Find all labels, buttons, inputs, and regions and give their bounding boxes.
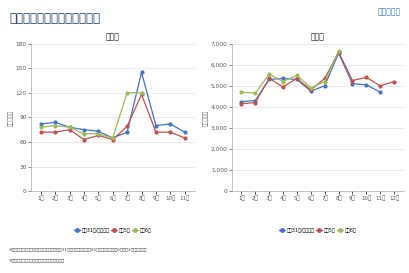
令和6年 xyxy=(53,124,58,127)
令和5年 xyxy=(53,130,58,134)
平成31年/令和元年 xyxy=(266,78,271,81)
平成31年/令和元年 xyxy=(96,130,101,133)
令和6年 xyxy=(139,91,144,94)
令和6年 xyxy=(96,132,101,135)
平成31年/令和元年 xyxy=(252,99,257,102)
令和5年 xyxy=(280,85,285,88)
令和5年 xyxy=(96,134,101,137)
令和6年 xyxy=(110,136,115,140)
平成31年/令和元年 xyxy=(238,100,243,103)
平成31年/令和元年 xyxy=(363,83,368,86)
平成31年/令和元年 xyxy=(38,122,43,126)
Line: 平成31年/令和元年: 平成31年/令和元年 xyxy=(39,71,186,139)
Title: 新潟県: 新潟県 xyxy=(106,32,119,41)
令和5年 xyxy=(124,125,129,128)
Legend: 平成31年/令和元年, 令和5年, 令和6年: 平成31年/令和元年, 令和5年, 令和6年 xyxy=(72,226,153,235)
令和5年 xyxy=(182,136,187,140)
令和5年 xyxy=(139,93,144,96)
令和6年 xyxy=(294,74,299,77)
令和5年 xyxy=(167,130,172,134)
令和5年 xyxy=(67,128,72,131)
令和6年 xyxy=(124,91,129,94)
令和6年 xyxy=(67,126,72,129)
Title: 全　国: 全 国 xyxy=(310,32,324,41)
令和5年 xyxy=(335,51,340,54)
令和5年 xyxy=(153,130,158,134)
平成31年/令和元年 xyxy=(294,78,299,81)
Line: 令和5年: 令和5年 xyxy=(39,93,186,141)
Y-axis label: （万人泊）: （万人泊） xyxy=(8,109,13,126)
Text: 国土交通省: 国土交通省 xyxy=(377,8,400,17)
平成31年/令和元年 xyxy=(167,122,172,126)
Text: ※端数処理により合計値が異なる場合がある。: ※端数処理により合計値が異なる場合がある。 xyxy=(9,258,65,262)
Line: 令和6年: 令和6年 xyxy=(239,50,339,94)
Line: 平成31年/令和元年: 平成31年/令和元年 xyxy=(239,52,381,103)
平成31年/令和元年 xyxy=(335,52,340,55)
令和6年 xyxy=(280,80,285,83)
平成31年/令和元年 xyxy=(349,82,354,85)
令和5年 xyxy=(377,84,382,87)
令和5年 xyxy=(252,101,257,104)
Text: 延べ宿泊者数の推移（年別）: 延べ宿泊者数の推移（年別） xyxy=(9,12,100,25)
Line: 令和5年: 令和5年 xyxy=(239,51,395,105)
平成31年/令和元年 xyxy=(110,136,115,140)
Y-axis label: （万人泊）: （万人泊） xyxy=(203,109,208,126)
令和6年 xyxy=(308,86,312,90)
平成31年/令和元年 xyxy=(153,124,158,127)
令和6年 xyxy=(238,90,243,94)
令和5年 xyxy=(266,77,271,80)
平成31年/令和元年 xyxy=(308,90,312,93)
Text: ※観光庁「宿泊旅行統計調査」による（平成31年、令和元年、令和05年は確定値、令和6年は第2次速報値）。: ※観光庁「宿泊旅行統計調査」による（平成31年、令和元年、令和05年は確定値、令… xyxy=(9,247,147,251)
令和5年 xyxy=(38,130,43,134)
平成31年/令和元年 xyxy=(321,84,326,87)
平成31年/令和元年 xyxy=(67,126,72,129)
令和6年 xyxy=(266,73,271,76)
令和5年 xyxy=(349,79,354,82)
令和6年 xyxy=(252,91,257,95)
令和5年 xyxy=(391,80,396,83)
令和5年 xyxy=(321,77,326,80)
平成31年/令和元年 xyxy=(139,71,144,74)
平成31年/令和元年 xyxy=(182,130,187,134)
令和6年 xyxy=(335,49,340,53)
令和6年 xyxy=(321,80,326,83)
平成31年/令和元年 xyxy=(53,121,58,124)
Line: 令和6年: 令和6年 xyxy=(39,91,143,139)
Legend: 平成31年/令和元年, 令和5年, 令和6年: 平成31年/令和元年, 令和5年, 令和6年 xyxy=(276,226,357,235)
令和5年 xyxy=(363,76,368,79)
令和5年 xyxy=(294,77,299,80)
平成31年/令和元年 xyxy=(377,90,382,94)
令和5年 xyxy=(308,88,312,92)
令和5年 xyxy=(238,102,243,105)
平成31年/令和元年 xyxy=(280,77,285,80)
平成31年/令和元年 xyxy=(81,128,86,131)
令和5年 xyxy=(110,138,115,141)
令和5年 xyxy=(81,138,86,141)
令和6年 xyxy=(38,126,43,129)
令和6年 xyxy=(81,132,86,135)
平成31年/令和元年 xyxy=(124,130,129,134)
